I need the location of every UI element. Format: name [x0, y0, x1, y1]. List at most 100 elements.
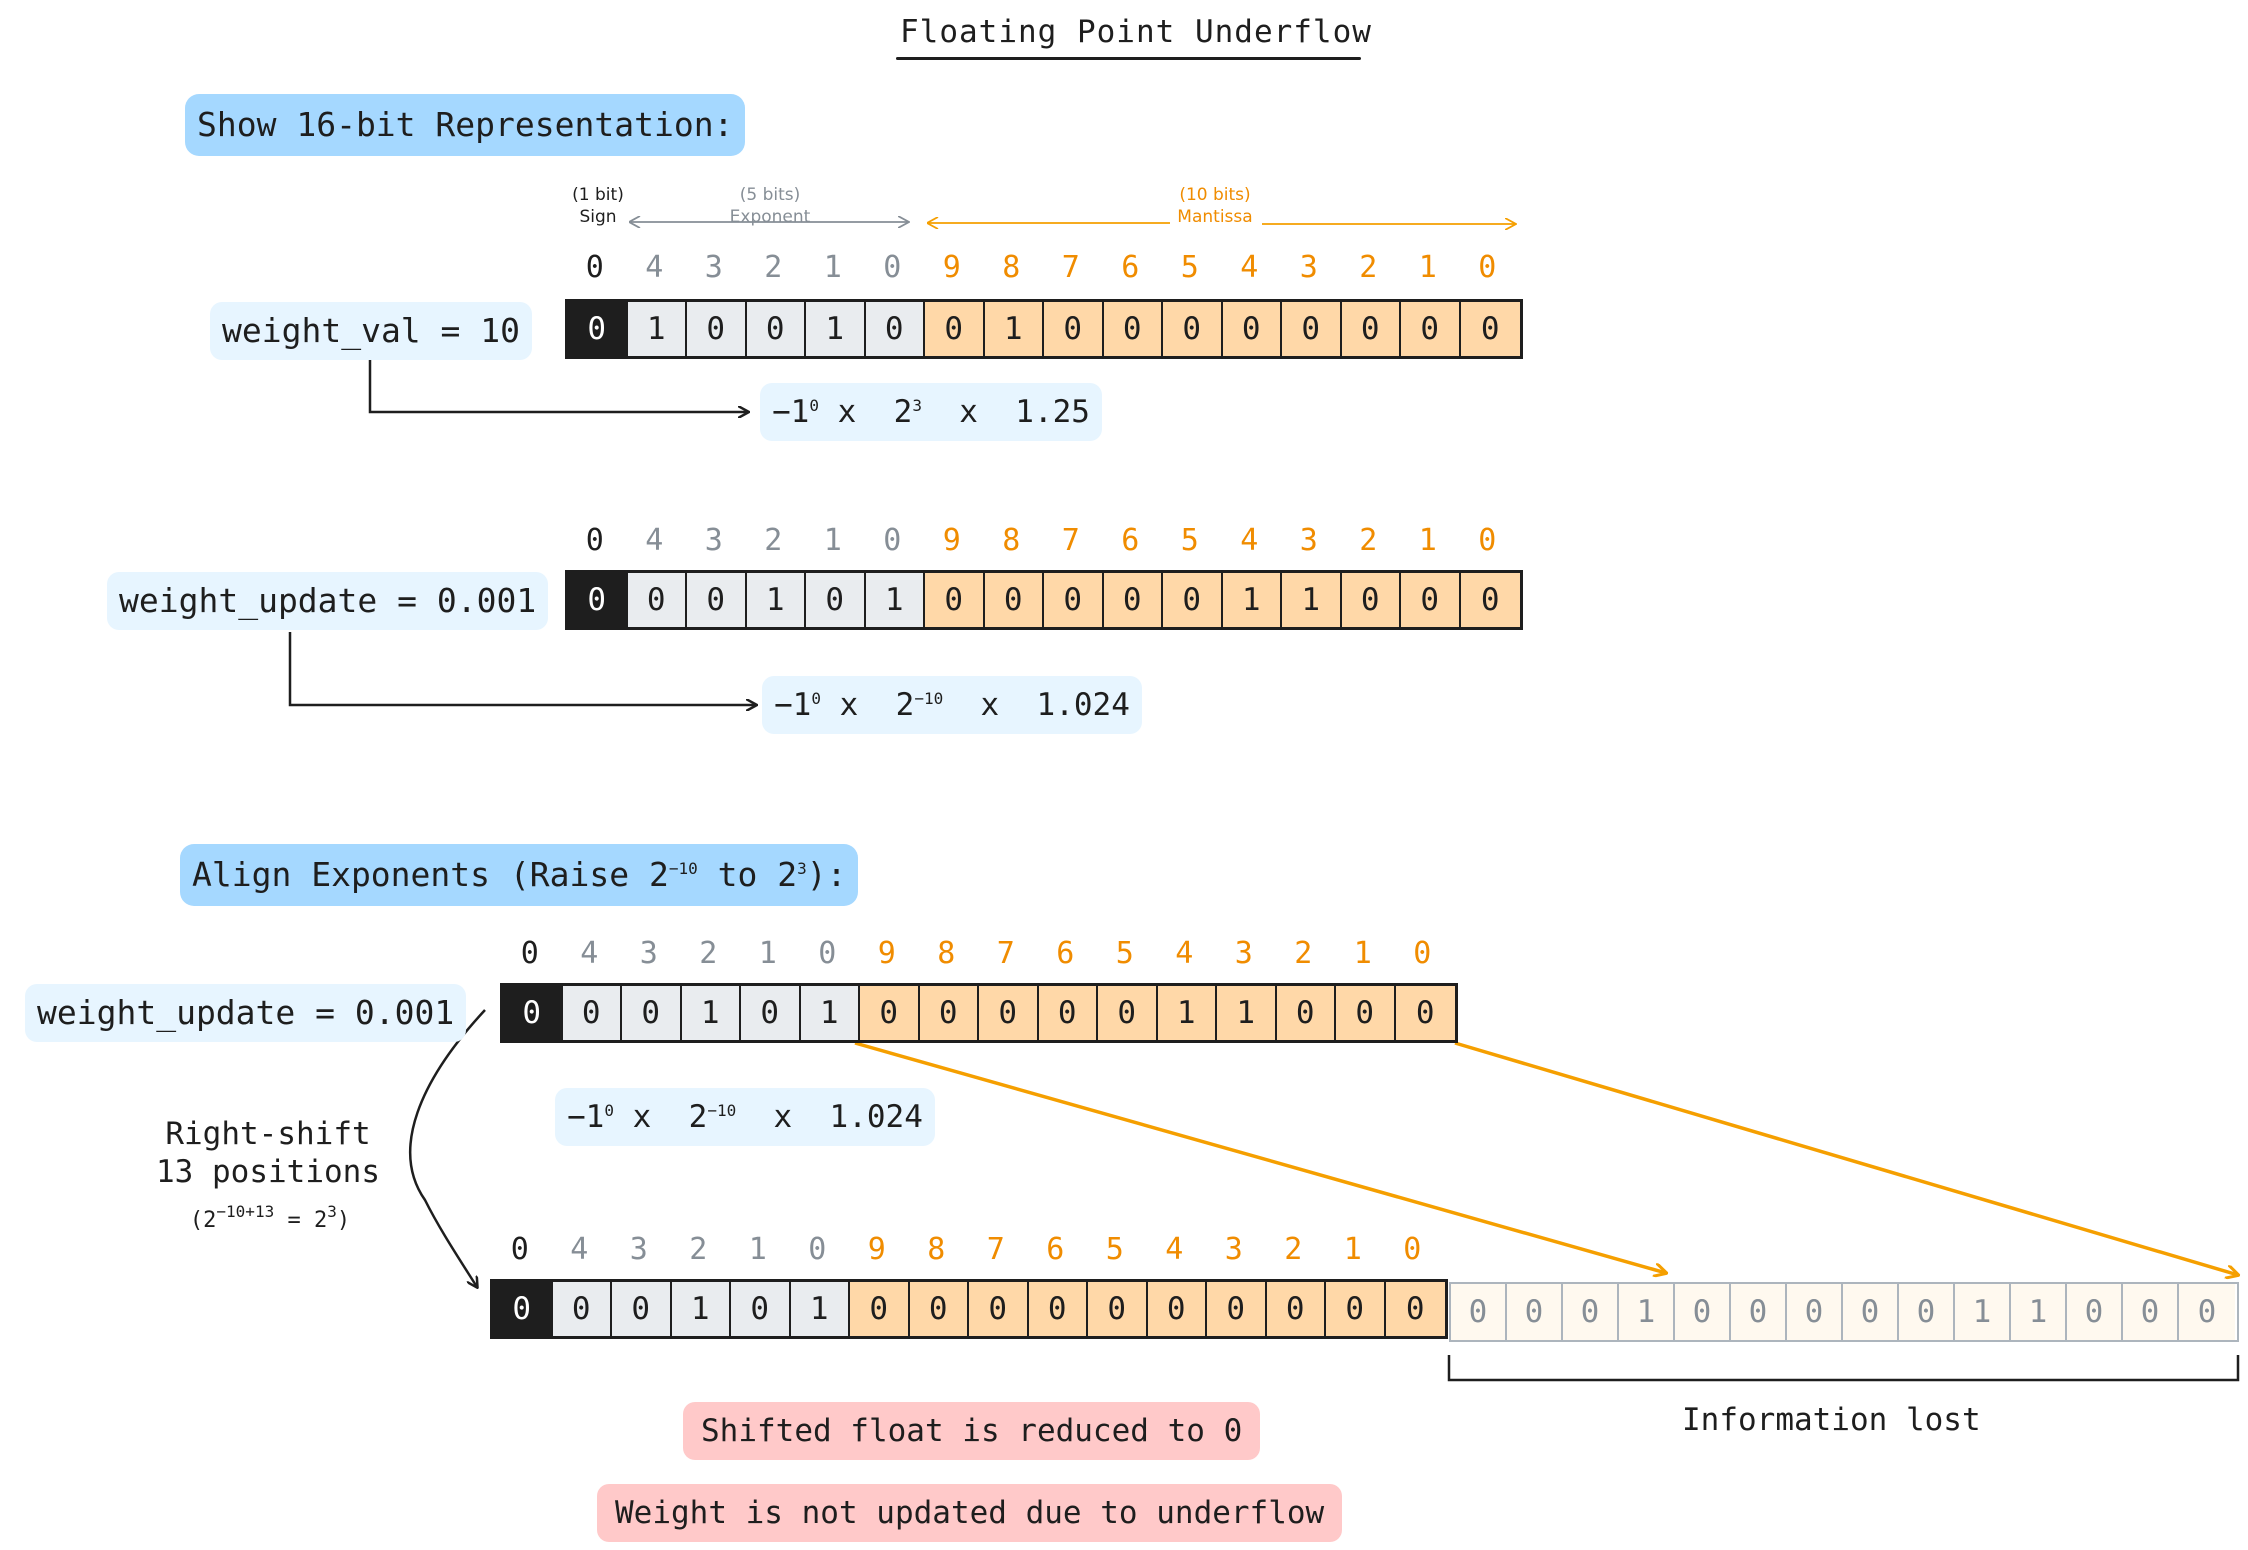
- exponent-bit-index: 3: [639, 936, 658, 971]
- formula-times: x: [837, 394, 857, 430]
- mantissa-bit-cell: 0: [1460, 302, 1520, 356]
- mantissa-bit-index: 9: [867, 1232, 886, 1267]
- lost-bit-cell: 1: [1619, 1284, 1675, 1340]
- sign-name-label: Sign: [579, 207, 617, 227]
- mantissa-bit-index: 6: [1121, 250, 1140, 285]
- formula-base: −1: [774, 687, 812, 723]
- mantissa-bit-index: 3: [1299, 523, 1318, 558]
- mantissa-bit-cell: 0: [1266, 1282, 1326, 1336]
- formula-times: x: [632, 1099, 652, 1135]
- shift-end-arrow: [1454, 1041, 2238, 1275]
- mantissa-bit-cell: 0: [1282, 302, 1342, 356]
- sign-field-header: (1 bit) Sign: [568, 184, 628, 228]
- mantissa-bit-index: 5: [1105, 1232, 1124, 1267]
- exponent-bit-index: 2: [764, 523, 783, 558]
- sign-bit-cell: 0: [568, 573, 628, 627]
- exponent-bit-cell: 0: [806, 573, 866, 627]
- exponent-bit-cell: 0: [552, 1282, 612, 1336]
- exponent-bit-cell: 1: [746, 573, 806, 627]
- exponent-bit-cell: 1: [790, 1282, 850, 1336]
- mantissa-bit-index: 7: [996, 936, 1015, 971]
- mantissa-bit-cell: 0: [969, 1282, 1029, 1336]
- exponent-bit-index: 0: [818, 936, 837, 971]
- exponent-field-header: (5 bits) Exponent: [715, 184, 825, 228]
- mantissa-bits-label: (10 bits): [1179, 185, 1251, 205]
- mantissa-bit-cell: 0: [1103, 302, 1163, 356]
- aligned-update-label: weight_update = 0.001: [25, 984, 467, 1042]
- mantissa-bit-index: 4: [1165, 1232, 1184, 1267]
- exponent-bit-cell: 0: [746, 302, 806, 356]
- mantissa-bit-index: 4: [1240, 523, 1259, 558]
- exponent-bit-index: 4: [570, 1232, 589, 1267]
- weight-update-label: weight_update = 0.001: [107, 572, 549, 630]
- formula-sign-exp: 0: [811, 689, 821, 708]
- mantissa-bit-index: 7: [1061, 250, 1080, 285]
- sign-bit-cell: 0: [493, 1282, 553, 1336]
- formula-sign-exp: 0: [604, 1101, 614, 1120]
- right-shift-note: (2−10+13 = 23): [180, 1202, 360, 1233]
- result-underflow-badge: Weight is not updated due to underflow: [597, 1484, 1343, 1542]
- exponent-bit-cell: 1: [627, 302, 687, 356]
- exponent-bits-label: (5 bits): [739, 185, 801, 205]
- mantissa-bit-cell: 0: [1395, 986, 1455, 1040]
- weight-update-formula: −10 x 2−10 x 1.024: [762, 676, 1142, 734]
- exponent-bit-index: 1: [748, 1232, 767, 1267]
- exponent-bit-cell: 1: [865, 573, 925, 627]
- exponent-bit-index: 4: [580, 936, 599, 971]
- formula-mantissa: 1.25: [1015, 394, 1090, 430]
- right-shift-line1: Right-shift: [165, 1116, 371, 1152]
- formula-mantissa: 1.024: [1036, 687, 1130, 723]
- exponent-bit-cell: 0: [612, 1282, 672, 1336]
- formula-two: 2: [893, 394, 913, 430]
- exponent-bit-cell: 0: [731, 1282, 791, 1336]
- exponent-bit-index: 2: [689, 1232, 708, 1267]
- mantissa-bit-cell: 0: [1276, 986, 1336, 1040]
- mantissa-bit-cell: 0: [979, 986, 1039, 1040]
- result-reduced-badge: Shifted float is reduced to 0: [683, 1402, 1261, 1460]
- mantissa-bit-index: 1: [1353, 936, 1372, 971]
- formula-base: −1: [772, 394, 810, 430]
- exponent-bit-index: 2: [764, 250, 783, 285]
- mantissa-bit-cell: 0: [909, 1282, 969, 1336]
- information-lost-label: Information lost: [1682, 1402, 1981, 1438]
- lost-bit-cell: 0: [1731, 1284, 1787, 1340]
- mantissa-bit-cell: 0: [1098, 986, 1158, 1040]
- mantissa-bit-cell: 0: [925, 302, 985, 356]
- right-shift-line2: 13 positions: [156, 1154, 380, 1190]
- sign-bit-cell: 0: [503, 986, 563, 1040]
- exponent-bit-cell: 1: [800, 986, 860, 1040]
- mantissa-bit-index: 7: [1061, 523, 1080, 558]
- mantissa-bit-cell: 1: [1282, 573, 1342, 627]
- mantissa-bit-index: 2: [1284, 1232, 1303, 1267]
- weight-val-formula: −10 x 23 x 1.25: [760, 383, 1102, 441]
- lost-bit-cell: 0: [1507, 1284, 1563, 1340]
- right-shift-label: Right-shift 13 positions: [148, 1115, 388, 1191]
- mantissa-bit-cell: 0: [984, 573, 1044, 627]
- mantissa-bit-index: 1: [1418, 250, 1437, 285]
- section2-heading-exp2: 3: [797, 859, 807, 878]
- mantissa-bit-index: 3: [1299, 250, 1318, 285]
- sign-bits-label: (1 bit): [572, 185, 624, 205]
- shift-note-exp2: 3: [327, 1202, 337, 1221]
- mantissa-bit-cell: 0: [1326, 1282, 1386, 1336]
- formula-sign-exp: 0: [809, 396, 819, 415]
- mantissa-bit-index: 3: [1224, 1232, 1243, 1267]
- lost-bit-cell: 0: [1563, 1284, 1619, 1340]
- mantissa-bit-cell: 0: [1088, 1282, 1148, 1336]
- mantissa-bit-cell: 0: [1028, 1282, 1088, 1336]
- exponent-bit-cell: 0: [741, 986, 801, 1040]
- exponent-bit-index: 4: [645, 523, 664, 558]
- section2-heading-prefix: Align Exponents (Raise 2: [192, 855, 669, 894]
- section1-heading: Show 16-bit Representation:: [185, 94, 746, 156]
- formula-exp: −10: [707, 1101, 737, 1120]
- mantissa-bit-cell: 1: [1222, 573, 1282, 627]
- formula-two: 2: [688, 1099, 708, 1135]
- exponent-bit-cell: 0: [687, 302, 747, 356]
- page-title: Floating Point Underflow: [900, 14, 1372, 50]
